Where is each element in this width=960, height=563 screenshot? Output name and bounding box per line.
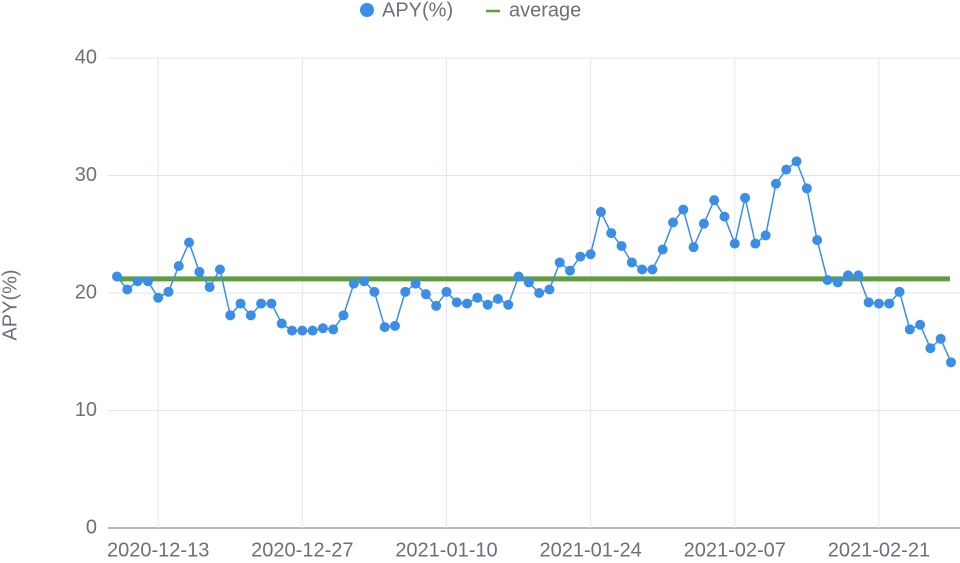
data-point xyxy=(801,183,812,194)
data-point xyxy=(245,310,256,321)
data-point xyxy=(565,265,576,276)
data-point xyxy=(122,284,133,295)
data-point xyxy=(184,237,195,248)
data-point xyxy=(410,278,421,289)
data-point xyxy=(266,298,277,309)
data-point xyxy=(657,244,668,255)
data-point xyxy=(668,217,678,228)
data-point xyxy=(750,238,761,249)
data-point xyxy=(338,310,349,321)
data-point xyxy=(142,276,153,287)
data-point xyxy=(863,297,874,308)
data-point xyxy=(451,297,462,308)
data-point xyxy=(575,251,586,262)
data-point xyxy=(740,192,751,203)
data-point xyxy=(770,178,781,189)
series-line xyxy=(116,160,952,363)
y-tick-label: 10 xyxy=(75,399,97,421)
data-point xyxy=(760,230,771,241)
data-point xyxy=(647,264,658,275)
data-point xyxy=(348,278,359,289)
data-point xyxy=(873,298,884,309)
data-point xyxy=(462,298,473,309)
data-point xyxy=(431,300,442,311)
data-point xyxy=(173,260,184,271)
data-point xyxy=(935,333,946,344)
data-point xyxy=(359,276,370,287)
y-tick-label: 40 xyxy=(75,46,97,68)
data-point xyxy=(112,271,122,282)
data-point xyxy=(781,164,792,175)
data-point xyxy=(544,284,555,295)
data-point xyxy=(441,286,452,297)
data-point xyxy=(585,249,596,260)
x-tick-label: 2021-02-07 xyxy=(684,539,786,561)
y-axis-label: APY(%) xyxy=(0,269,21,340)
x-tick-label: 2021-02-21 xyxy=(828,539,930,561)
data-point xyxy=(523,277,534,288)
data-point xyxy=(328,324,339,335)
data-point xyxy=(554,257,565,268)
data-point xyxy=(276,318,287,329)
data-point xyxy=(698,218,709,229)
data-point xyxy=(492,293,503,304)
x-tick-label: 2020-12-27 xyxy=(251,539,353,561)
data-point xyxy=(297,325,308,336)
data-point xyxy=(513,271,524,282)
y-tick-label: 30 xyxy=(75,164,97,186)
data-point xyxy=(595,206,606,217)
data-point xyxy=(472,292,483,303)
data-point xyxy=(534,288,545,298)
data-point xyxy=(379,322,390,333)
legend-label: APY(%) xyxy=(382,0,453,21)
data-point xyxy=(791,156,802,167)
data-point xyxy=(153,292,164,303)
data-point xyxy=(194,266,205,277)
data-point xyxy=(132,276,143,287)
legend-label: average xyxy=(509,0,581,21)
data-point xyxy=(637,264,648,275)
data-point xyxy=(946,357,956,368)
y-tick-label: 0 xyxy=(86,516,97,538)
data-point xyxy=(482,299,493,310)
data-point xyxy=(709,195,720,206)
data-point xyxy=(400,286,411,297)
data-point xyxy=(420,289,431,300)
data-point xyxy=(812,235,823,246)
data-point xyxy=(894,286,905,297)
data-point xyxy=(256,298,267,309)
data-point xyxy=(225,310,236,321)
data-point xyxy=(287,325,298,336)
data-point xyxy=(884,298,895,309)
data-point xyxy=(626,257,637,268)
y-tick-label: 20 xyxy=(75,281,97,303)
data-point xyxy=(235,298,246,309)
data-point xyxy=(822,275,833,286)
data-point xyxy=(729,238,740,249)
x-tick-label: 2021-01-10 xyxy=(395,539,497,561)
data-point xyxy=(688,242,699,253)
data-point xyxy=(904,324,915,335)
data-point xyxy=(853,270,864,281)
data-point xyxy=(503,299,514,310)
x-tick-label: 2021-01-24 xyxy=(539,539,641,561)
data-point xyxy=(317,323,328,334)
legend-marker xyxy=(360,3,374,17)
data-point xyxy=(214,264,225,275)
data-point xyxy=(390,320,400,331)
data-point xyxy=(915,319,926,330)
data-point xyxy=(204,282,215,293)
data-point xyxy=(843,270,854,281)
data-point xyxy=(925,343,936,354)
data-point xyxy=(606,228,617,239)
data-point xyxy=(719,211,730,222)
data-point xyxy=(307,325,318,336)
data-point xyxy=(369,286,380,297)
data-point xyxy=(616,241,627,251)
x-tick-label: 2020-12-13 xyxy=(107,539,209,561)
data-point xyxy=(163,286,174,297)
data-point xyxy=(678,204,689,215)
data-point xyxy=(832,277,843,288)
